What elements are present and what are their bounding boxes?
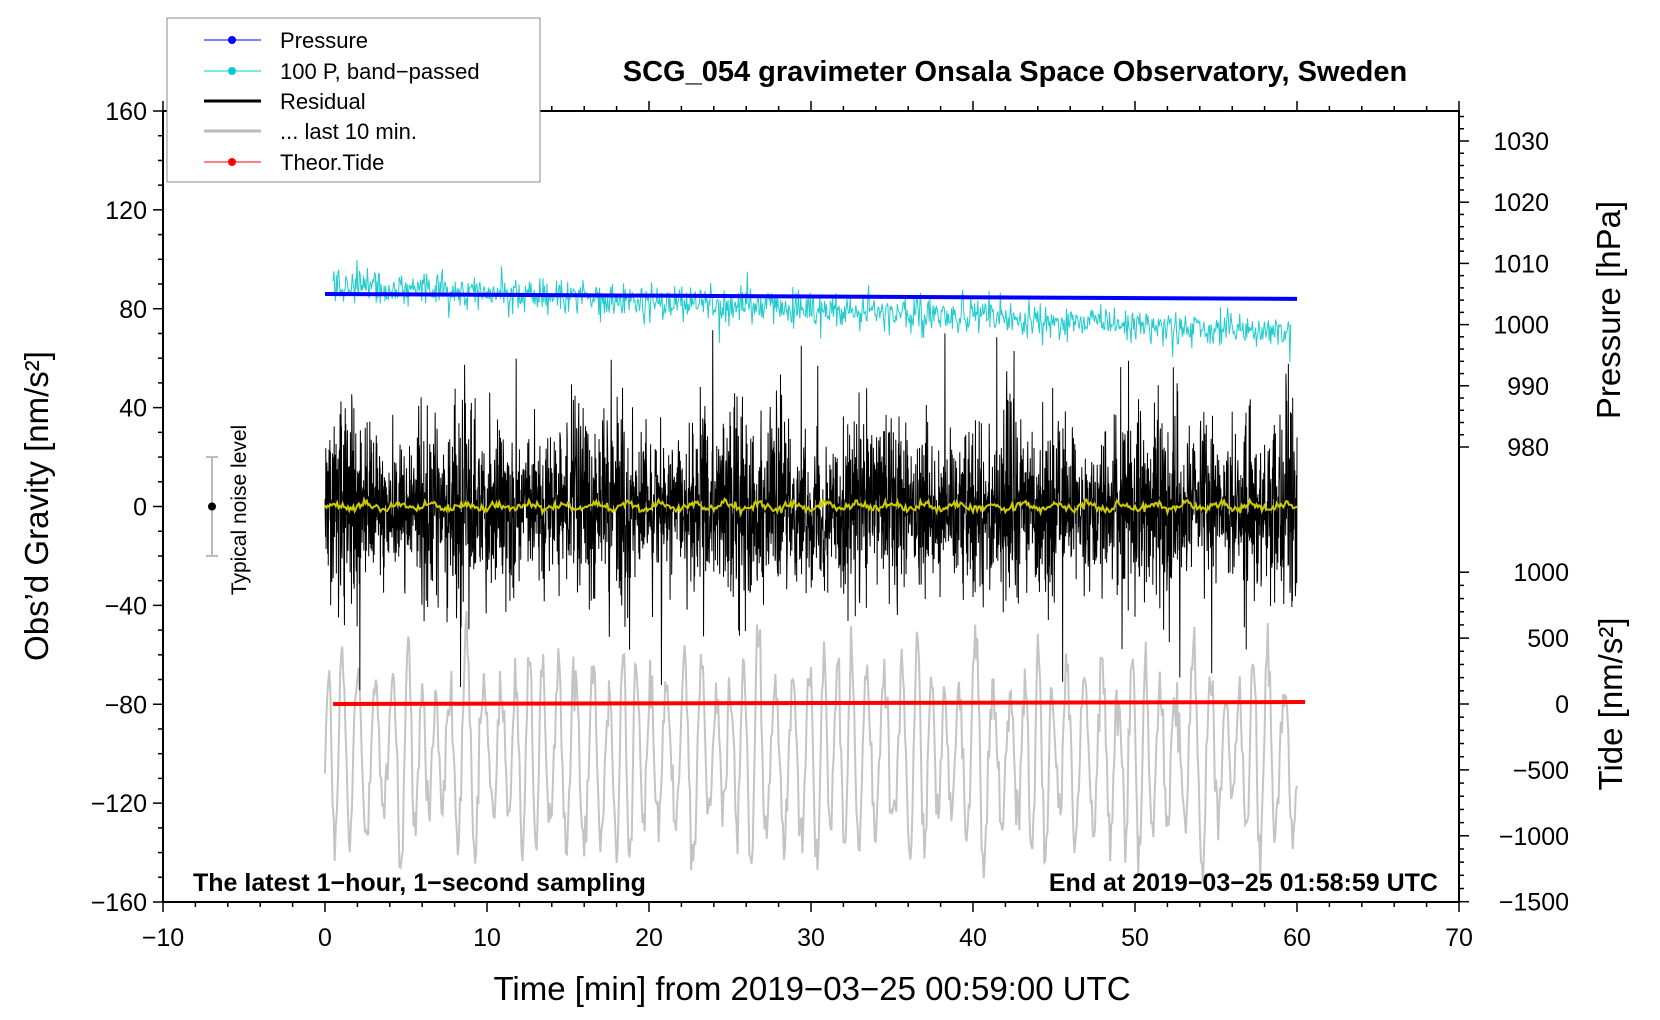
pressure-tick-label: 1020 [1493, 189, 1549, 217]
legend-label-last10: ... last 10 min. [280, 119, 417, 144]
legend-label-pressure: Pressure [280, 28, 368, 53]
legend-label-residual: Residual [280, 89, 366, 114]
legend-label-bandpassed: 100 P, band−passed [280, 59, 480, 84]
legend-entry-bandpassed: 100 P, band−passed [204, 59, 480, 84]
y-tick-label: −160 [91, 889, 147, 917]
x-tick-label: −10 [142, 924, 184, 952]
series-theoretical-tide [333, 700, 1306, 706]
tide-tick-label: 0 [1555, 691, 1569, 719]
y-tick-label: −80 [105, 691, 147, 719]
x-tick-label: 30 [797, 924, 825, 952]
noise-label: Typical noise level [228, 425, 251, 595]
legend-marker-pressure [228, 36, 236, 44]
series-residual-smoothed [324, 496, 1298, 518]
pressure-tick-label: 990 [1507, 373, 1549, 401]
legend-label-tide: Theor.Tide [280, 150, 384, 175]
noise-level-indicator: Typical noise level [206, 425, 251, 595]
pressure-tick-label: 1010 [1493, 250, 1549, 278]
x-tick-label: 40 [959, 924, 987, 952]
y-axis-label-pressure: Pressure [hPa] [1590, 201, 1627, 419]
legend-entry-residual: Residual [204, 89, 366, 114]
tide-tick-label: 500 [1527, 625, 1569, 653]
annotation-sampling: The latest 1−hour, 1−second sampling [193, 869, 646, 897]
annotation-end-time: End at 2019−03−25 01:58:59 UTC [1049, 869, 1438, 897]
legend-marker-tide [228, 158, 236, 166]
tide-tick-label: −1000 [1499, 823, 1569, 851]
pressure-tick-label: 1030 [1493, 128, 1549, 156]
traces [324, 259, 1306, 883]
y-tick-label: −40 [105, 592, 147, 620]
legend: Pressure 100 P, band−passed Residual ...… [166, 17, 541, 183]
pressure-tick-label: 980 [1507, 434, 1549, 462]
series-pressure [324, 292, 1298, 301]
noise-dot [208, 502, 216, 511]
legend-marker-bandpassed [228, 67, 236, 75]
y-axis-label-left: Obs’d Gravity [nm/s²] [18, 351, 55, 661]
tide-tick-label: 1000 [1513, 559, 1569, 587]
x-tick-label: 70 [1445, 924, 1473, 952]
series-band-passed-pressure [332, 259, 1292, 363]
y-tick-label: 0 [133, 494, 147, 522]
legend-entry-tide: Theor.Tide [204, 150, 384, 175]
x-axis-label: Time [min] from 2019−03−25 00:59:00 UTC [493, 970, 1130, 1007]
legend-entry-last10: ... last 10 min. [204, 119, 417, 144]
y-tick-label: −120 [91, 790, 147, 818]
y-axis-label-tide: Tide [nm/s²] [1592, 618, 1629, 791]
series-last-10-min [324, 611, 1298, 883]
x-tick-label: 20 [635, 924, 663, 952]
y-tick-label: 120 [105, 197, 147, 225]
axis-ticks: −10 0 10 20 30 40 50 60 7016012080400−40−80−120−… [91, 98, 1569, 952]
x-tick-label: 10 [473, 924, 501, 952]
pressure-tick-label: 1000 [1493, 312, 1549, 340]
tide-tick-label: −1500 [1499, 889, 1569, 917]
x-tick-label: 50 [1121, 924, 1149, 952]
tide-tick-label: −500 [1513, 757, 1569, 785]
y-tick-label: 160 [105, 98, 147, 126]
legend-entry-pressure: Pressure [204, 28, 368, 53]
series-residual [324, 330, 1298, 691]
y-tick-label: 40 [119, 395, 147, 423]
chart-title: SCG_054 gravimeter Onsala Space Observat… [623, 56, 1407, 88]
x-tick-label: 0 [318, 924, 332, 952]
y-tick-label: 80 [119, 296, 147, 324]
x-tick-label: 60 [1283, 924, 1311, 952]
